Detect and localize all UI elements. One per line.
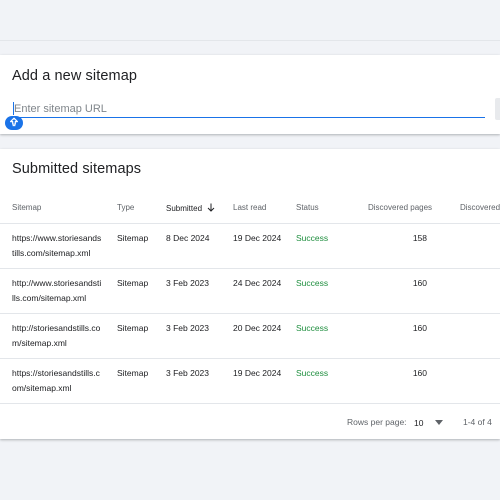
table-cell-last-read: 20 Dec 2024 (233, 323, 282, 333)
table-row-2-sitemap[interactable]: http://www.storiesandsti lls.com/sitemap… (12, 276, 101, 306)
top-divider (0, 40, 500, 41)
add-sitemap-card: Add a new sitemap (0, 55, 500, 134)
dropdown-caret-icon (434, 417, 443, 427)
table-cell-type: Sitemap (117, 233, 149, 243)
text-caret (13, 102, 14, 115)
row-divider (0, 358, 500, 359)
column-header-type[interactable]: Type (117, 203, 135, 212)
column-header-submitted[interactable]: Submitted (166, 203, 215, 214)
column-header-sitemap[interactable]: Sitemap (12, 203, 42, 212)
column-header-last-read[interactable]: Last read (233, 203, 267, 212)
rows-per-page-value: 10 (414, 418, 424, 428)
table-cell-submitted: 3 Feb 2023 (166, 323, 210, 333)
sitemap-url-line: m/sitemap.xml (12, 338, 67, 348)
sitemap-url-line: http://storiesandstills.co (12, 323, 101, 333)
table-cell-discovered-pages: 160 (412, 368, 427, 378)
row-divider (0, 313, 500, 314)
column-header-discovered-pages[interactable]: Discovered pages (368, 203, 433, 212)
table-cell-discovered-pages: 160 (412, 278, 427, 288)
table-cell-submitted: 3 Feb 2023 (166, 368, 210, 378)
table-cell-status: Success (296, 368, 329, 378)
column-header-discovered-videos[interactable]: Discovered v (460, 203, 500, 212)
table-cell-type: Sitemap (117, 323, 149, 333)
table-cell-status: Success (296, 323, 329, 333)
rows-per-page-label: Rows per page: (347, 417, 407, 427)
submitted-sitemaps-title: Submitted sitemaps (12, 161, 142, 177)
add-sitemap-title: Add a new sitemap (12, 68, 138, 84)
table-cell-last-read: 19 Dec 2024 (233, 233, 282, 243)
sitemap-url-line: http://www.storiesandsti (12, 278, 102, 288)
table-cell-last-read: 19 Dec 2024 (233, 368, 282, 378)
rows-per-page-select[interactable]: 10 (414, 417, 443, 428)
header-divider (0, 223, 500, 224)
table-cell-status: Success (296, 278, 329, 288)
table-cell-type: Sitemap (117, 368, 149, 378)
sitemap-url-line: lls.com/sitemap.xml (12, 293, 87, 303)
row-divider (0, 403, 500, 404)
assistant-button[interactable] (5, 116, 23, 130)
table-row-4-sitemap[interactable]: https://storiesandstills.c om/sitemap.xm… (12, 366, 100, 396)
table-cell-discovered-pages: 158 (412, 233, 427, 243)
column-header-submitted-label: Submitted (166, 204, 203, 213)
table-cell-status: Success (296, 233, 329, 243)
table-cell-type: Sitemap (117, 278, 149, 288)
pagination-range: 1-4 of 4 (463, 417, 492, 427)
sitemap-url-line: tills.com/sitemap.xml (12, 248, 91, 258)
row-divider (0, 268, 500, 269)
table-cell-last-read: 24 Dec 2024 (233, 278, 282, 288)
table-cell-discovered-pages: 160 (412, 323, 427, 333)
sitemap-url-line: https://storiesandstills.c (12, 368, 100, 378)
sitemap-url-line: https://www.storiesands (12, 233, 102, 243)
table-cell-submitted: 3 Feb 2023 (166, 278, 210, 288)
sort-arrow-down-icon (207, 203, 215, 214)
column-header-status[interactable]: Status (296, 203, 319, 212)
sitemap-url-input[interactable] (13, 100, 485, 118)
submit-button-edge[interactable] (495, 98, 500, 120)
table-row-3-sitemap[interactable]: http://storiesandstills.co m/sitemap.xml (12, 321, 100, 351)
assistant-arrow-icon (9, 114, 19, 132)
submitted-sitemaps-card: Submitted sitemaps Sitemap Type Submitte… (0, 149, 500, 439)
sitemap-url-line: om/sitemap.xml (12, 383, 72, 393)
table-row-1-sitemap[interactable]: https://www.storiesands tills.com/sitema… (12, 231, 101, 261)
table-cell-submitted: 8 Dec 2024 (166, 233, 210, 243)
